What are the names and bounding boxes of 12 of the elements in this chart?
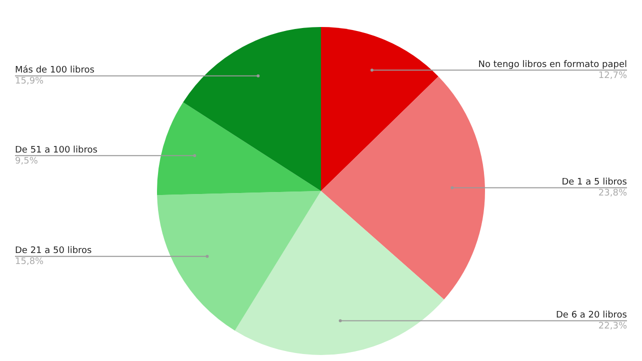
slice-label: Más de 100 libros	[15, 64, 95, 76]
data-label: 22,3%	[598, 322, 628, 332]
slice-label: De 6 a 20 libros	[556, 310, 628, 321]
slice-label: No tengo libros en formato papel	[478, 60, 627, 70]
data-label: 15,9%	[15, 76, 44, 87]
data-label: 23,8%	[598, 188, 628, 199]
data-label: 12,7%	[598, 70, 628, 81]
data-label: 9,5%	[15, 156, 38, 166]
data-label: 15,8%	[15, 257, 44, 268]
slice-label: De 1 a 5 libros	[562, 178, 628, 188]
slice-label: De 51 a 100 libros	[15, 145, 98, 156]
slice-label: De 21 a 50 libros	[15, 246, 92, 256]
